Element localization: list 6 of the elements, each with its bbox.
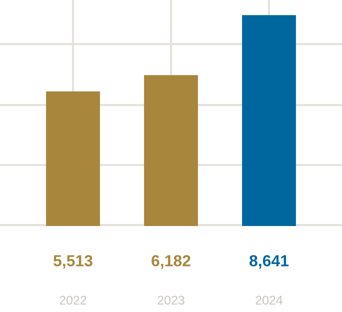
x-tick-label: 2022 [60, 296, 86, 305]
x-tick-label: 2024 [256, 296, 283, 305]
data-label: 6,182 [152, 255, 190, 269]
x-tick-label: 2023 [158, 296, 184, 305]
data-label: 8,641 [250, 255, 289, 269]
data-label: 5,513 [54, 255, 92, 269]
